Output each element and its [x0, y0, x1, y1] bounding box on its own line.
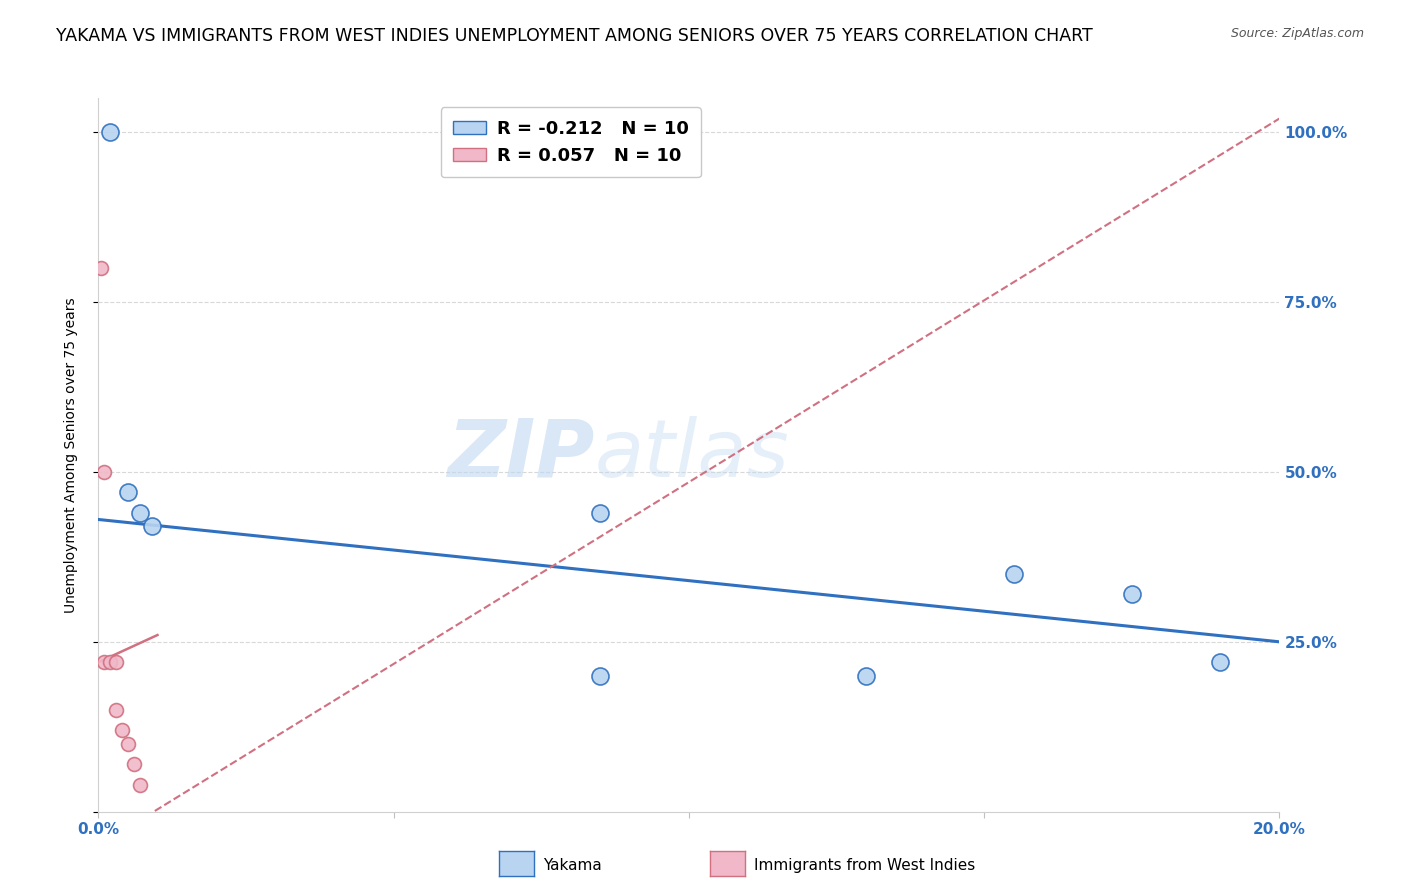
Point [141, 519, 163, 533]
Point [1002, 566, 1025, 581]
Point [93, 465, 115, 479]
Point [122, 757, 145, 772]
Point [128, 778, 150, 792]
Point [93, 655, 115, 669]
Point [128, 506, 150, 520]
Point [98, 125, 121, 139]
Text: atlas: atlas [595, 416, 789, 494]
Point [105, 703, 128, 717]
Text: Immigrants from West Indies: Immigrants from West Indies [754, 858, 974, 872]
Point [98, 655, 121, 669]
Text: Yakama: Yakama [543, 858, 602, 872]
Y-axis label: Unemployment Among Seniors over 75 years: Unemployment Among Seniors over 75 years [63, 297, 77, 613]
Point [111, 723, 134, 738]
Point [589, 669, 612, 683]
Legend: R = -0.212   N = 10, R = 0.057   N = 10: R = -0.212 N = 10, R = 0.057 N = 10 [440, 107, 702, 178]
Point [1209, 655, 1232, 669]
Text: ZIP: ZIP [447, 416, 595, 494]
Point [855, 669, 877, 683]
Point [117, 485, 139, 500]
Point [589, 506, 612, 520]
Text: Source: ZipAtlas.com: Source: ZipAtlas.com [1230, 27, 1364, 40]
Point [105, 655, 128, 669]
Point [90, 260, 112, 275]
Point [117, 737, 139, 751]
Point [1121, 587, 1143, 601]
Text: YAKAMA VS IMMIGRANTS FROM WEST INDIES UNEMPLOYMENT AMONG SENIORS OVER 75 YEARS C: YAKAMA VS IMMIGRANTS FROM WEST INDIES UN… [56, 27, 1092, 45]
